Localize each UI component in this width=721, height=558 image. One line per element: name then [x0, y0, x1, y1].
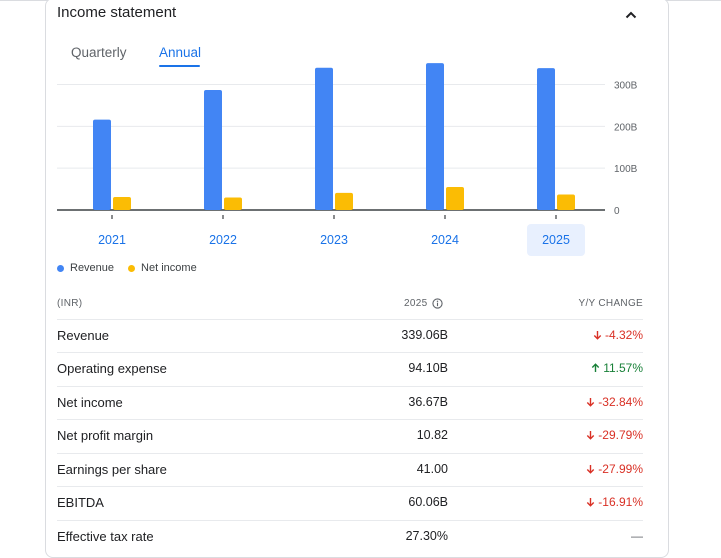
income-statement-card — [45, 0, 669, 558]
row-label: Earnings per share — [57, 462, 167, 477]
row-change: — — [631, 529, 643, 543]
legend-swatch-net-income — [128, 264, 136, 272]
row-change-value: -16.91% — [598, 495, 643, 509]
legend-label-revenue: Revenue — [70, 262, 115, 274]
y-tick-label: 300B — [614, 81, 638, 92]
tab-annual-indicator — [159, 65, 200, 67]
bar-revenue — [537, 68, 555, 210]
row-label: Revenue — [57, 328, 110, 343]
row-change-value: -29.79% — [598, 428, 643, 442]
table-row: EBITDA 60.06B -16.91% — [57, 486, 643, 519]
year-button-2025[interactable]: 2025 — [527, 224, 585, 256]
year-header: 2025 — [404, 298, 444, 309]
y-tick-label: 100B — [614, 164, 638, 175]
year-button-2023[interactable]: 2023 — [320, 233, 348, 247]
bar-revenue — [93, 119, 111, 210]
row-change-value: -27.99% — [598, 462, 643, 476]
row-value: 10.82 — [416, 428, 448, 442]
bar-revenue — [426, 63, 444, 210]
info-icon[interactable] — [432, 298, 444, 309]
table-row: Earnings per share 41.00 -27.99% — [57, 453, 643, 486]
arrow-down-icon — [587, 398, 595, 407]
table-row: Net profit margin 10.82 -29.79% — [57, 419, 643, 452]
arrow-down-icon — [587, 465, 595, 474]
row-value: 36.67B — [408, 395, 448, 409]
legend-item-net-income: Net income — [128, 262, 197, 274]
row-change-value: -32.84% — [598, 395, 643, 409]
row-change-value: — — [631, 529, 643, 543]
row-change: -4.32% — [593, 328, 643, 342]
arrow-down-icon — [587, 431, 595, 440]
table-row: Net income 36.67B -32.84% — [57, 386, 643, 419]
row-label: Net profit margin — [57, 428, 154, 443]
legend-label-net-income: Net income — [141, 262, 197, 274]
bar-revenue — [204, 89, 222, 210]
legend-swatch-revenue — [57, 264, 64, 272]
row-change: -27.99% — [586, 462, 643, 476]
arrow-down-icon — [587, 498, 595, 507]
row-change: 11.57% — [591, 361, 643, 375]
row-change: -29.79% — [586, 428, 643, 442]
row-change-value: 11.57% — [603, 361, 643, 375]
row-label: Net income — [57, 395, 123, 410]
change-header: Y/Y CHANGE — [578, 298, 643, 309]
y-tick-label: 200B — [614, 122, 638, 133]
row-value: 60.06B — [408, 495, 448, 509]
row-value: 41.00 — [416, 462, 448, 476]
row-value: 94.10B — [408, 361, 448, 375]
chevron-up-icon[interactable] — [622, 6, 640, 24]
row-value: 27.30% — [405, 529, 448, 543]
table-row: Effective tax rate 27.30% — — [57, 520, 643, 553]
year-button-2021[interactable]: 2021 — [98, 233, 126, 247]
chart-legend: Revenue Net income — [57, 262, 211, 274]
arrow-up-icon — [591, 363, 600, 372]
row-label: EBITDA — [57, 495, 104, 510]
y-tick-label: 0 — [614, 206, 620, 217]
bar-net-income — [224, 197, 242, 210]
arrow-down-icon — [593, 331, 602, 340]
bar-net-income — [335, 192, 353, 210]
bar-revenue — [315, 67, 333, 211]
table-row: Revenue 339.06B -4.32% — [57, 319, 643, 352]
table-row: Operating expense 94.10B 11.57% — [57, 352, 643, 385]
bar-net-income — [113, 197, 131, 210]
year-button-2024[interactable]: 2024 — [431, 233, 459, 247]
row-change: -32.84% — [586, 395, 643, 409]
row-change-value: -4.32% — [604, 328, 643, 342]
year-button-2022[interactable]: 2022 — [209, 233, 237, 247]
currency-header: (INR) — [57, 298, 83, 309]
bar-net-income — [557, 194, 575, 210]
tab-annual[interactable]: Annual — [159, 45, 202, 60]
row-value: 339.06B — [401, 328, 448, 342]
year-header-label: 2025 — [404, 298, 428, 309]
card-title: Income statement — [57, 4, 177, 21]
row-change: -16.91% — [586, 495, 643, 509]
revenue-net-income-chart: 0 100B 200B 300B — [57, 63, 638, 219]
bar-net-income — [446, 186, 464, 210]
row-label: Effective tax rate — [57, 529, 154, 544]
legend-item-revenue: Revenue — [57, 262, 114, 274]
row-label: Operating expense — [57, 361, 167, 376]
tab-quarterly[interactable]: Quarterly — [71, 45, 127, 60]
